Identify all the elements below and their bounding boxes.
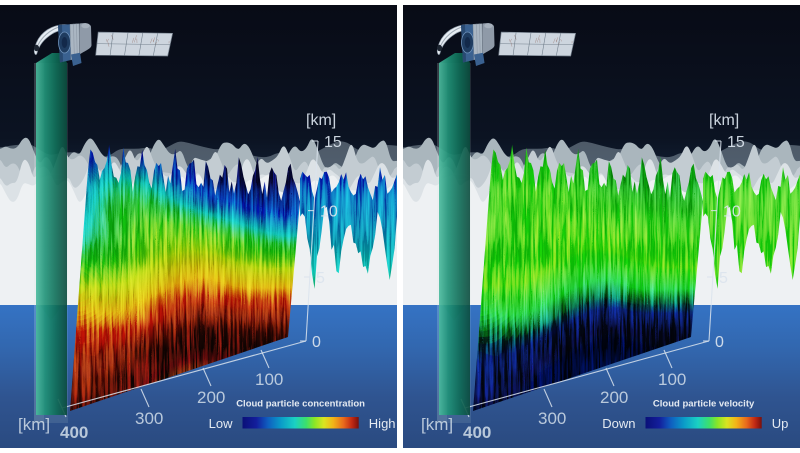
svg-text:5: 5 [719,270,728,287]
svg-text:100: 100 [658,370,686,389]
svg-text:200: 200 [600,388,628,407]
svg-text:Down: Down [602,416,635,431]
svg-text:400: 400 [463,423,491,442]
svg-text:Up: Up [772,416,789,431]
svg-text:15: 15 [324,134,342,151]
svg-text:Cloud particle velocity: Cloud particle velocity [653,399,755,410]
svg-text:High: High [369,416,396,431]
svg-text:[km]: [km] [421,415,453,434]
svg-text:200: 200 [197,388,225,407]
svg-text:10: 10 [320,204,338,221]
svg-text:5: 5 [316,270,325,287]
svg-text:0: 0 [715,334,724,351]
svg-text:0: 0 [312,334,321,351]
svg-text:[km]: [km] [18,415,50,434]
svg-text:Low: Low [209,416,233,431]
svg-text:[km]: [km] [709,112,739,129]
svg-text:100: 100 [255,370,283,389]
svg-text:10: 10 [723,204,741,221]
svg-text:Cloud particle concentration: Cloud particle concentration [236,399,365,410]
svg-text:400: 400 [60,423,88,442]
svg-text:[km]: [km] [306,112,336,129]
svg-text:300: 300 [538,409,566,428]
svg-text:300: 300 [135,409,163,428]
svg-text:15: 15 [727,134,745,151]
